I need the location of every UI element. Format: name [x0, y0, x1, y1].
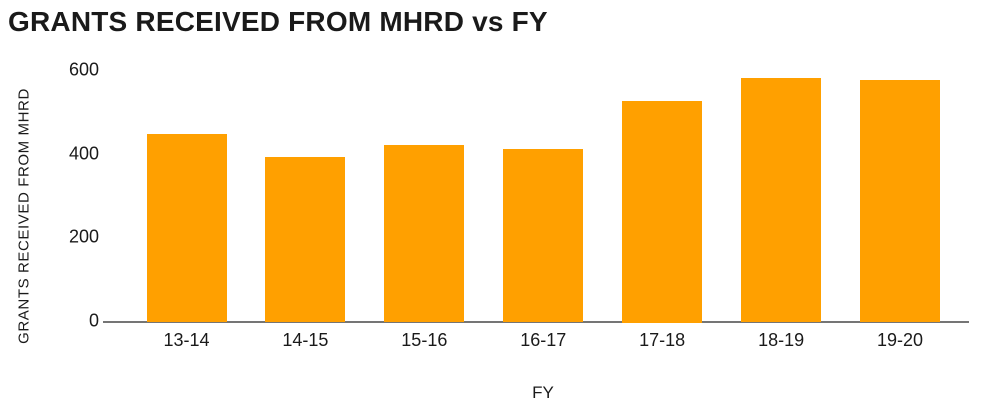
- x-tick-label: 16-17: [520, 330, 567, 350]
- bar: [503, 149, 584, 323]
- x-tick-label: 15-16: [401, 330, 448, 350]
- bar: [622, 101, 703, 323]
- y-tick-label: 200: [68, 226, 99, 247]
- bar: [860, 80, 941, 323]
- bar: [741, 78, 822, 323]
- x-tick-label: 14-15: [282, 330, 329, 350]
- x-tick-label: 17-18: [639, 330, 686, 350]
- chart-title: GRANTS RECEIVED FROM MHRD vs FY: [8, 6, 548, 37]
- x-tick-label: 19-20: [876, 330, 924, 350]
- x-tick-label: 13-14: [163, 330, 210, 350]
- y-tick-label: 0: [88, 310, 99, 331]
- bar: [146, 133, 227, 323]
- x-tick-label: 18-19: [758, 330, 805, 350]
- bar: [384, 145, 465, 323]
- x-axis-title: FY: [532, 383, 554, 402]
- bar: [265, 157, 346, 323]
- y-tick-label: 400: [68, 143, 99, 164]
- y-tick-label: 600: [68, 59, 99, 80]
